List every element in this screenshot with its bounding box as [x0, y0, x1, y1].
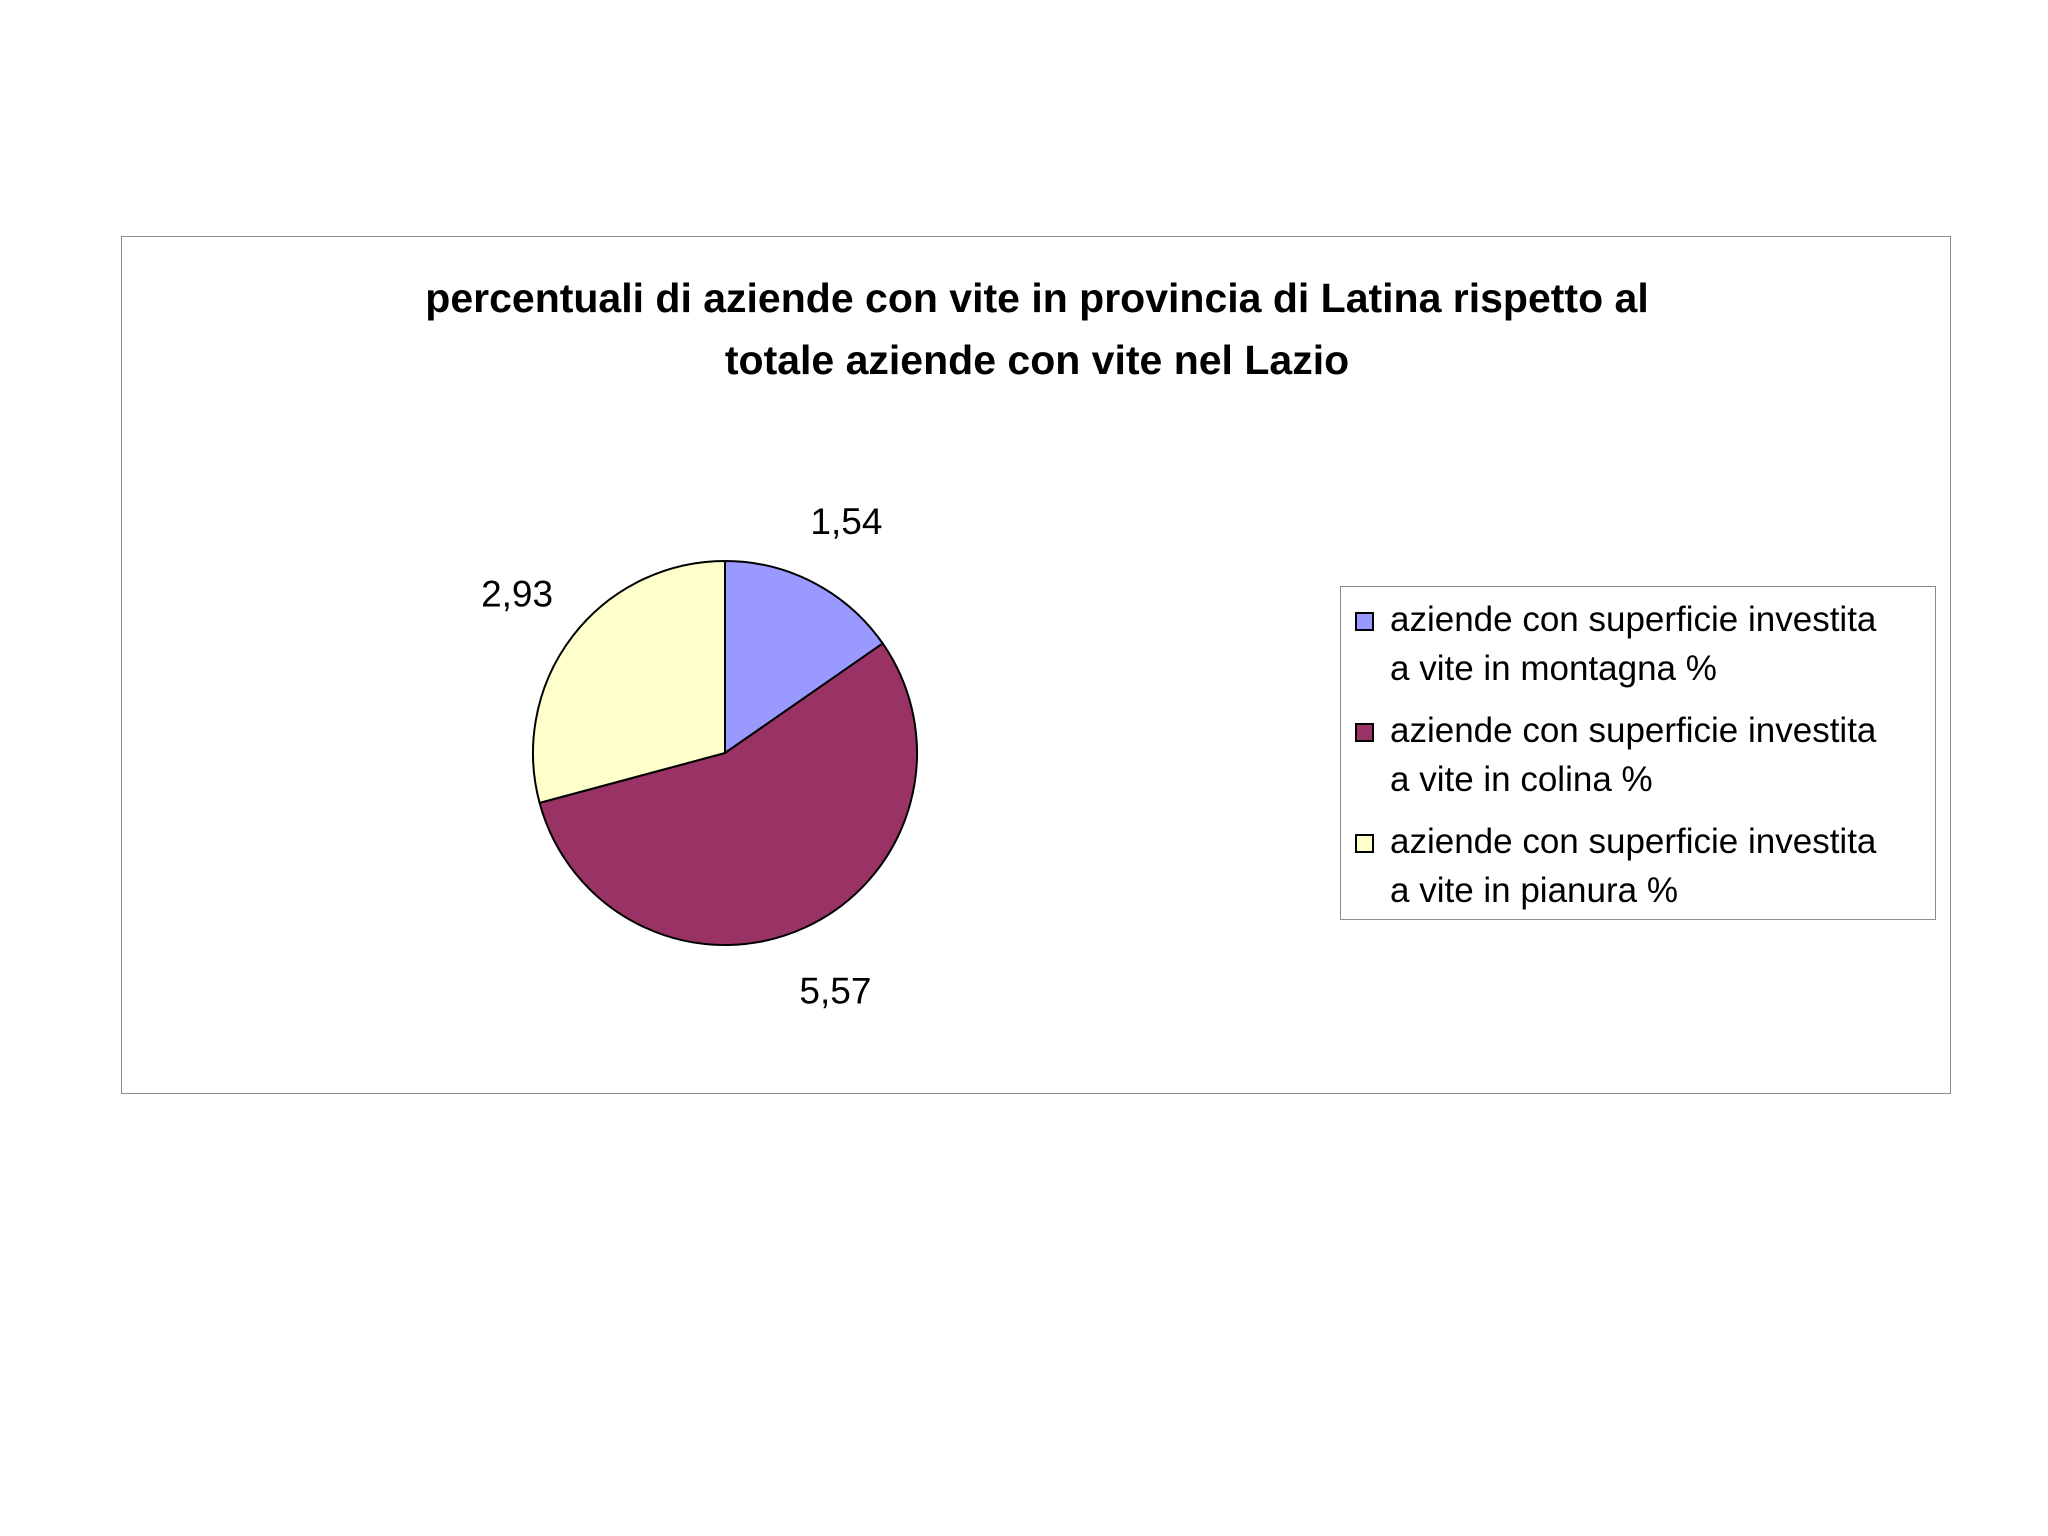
chart-title-line-2: totale aziende con vite nel Lazio: [724, 337, 1350, 383]
legend-label-colina-line-1: aziende con superficie investita: [1390, 711, 1877, 750]
legend-label-montagna: aziende con superficie investita a vite …: [1390, 595, 1935, 693]
chart-title-line-1: percentuali di aziende con vite in provi…: [425, 275, 1649, 321]
data-label-montagna: 1,54: [810, 501, 882, 542]
legend-label-montagna-line-1: aziende con superficie investita: [1390, 600, 1877, 639]
data-label-colina: 5,57: [799, 971, 871, 1012]
pie-slice-montagna: [724, 560, 884, 754]
pie-slice-colina: [538, 642, 918, 946]
pie-slice-pianura: [532, 560, 726, 804]
legend-label-colina: aziende con superficie investita a vite …: [1390, 706, 1935, 804]
chart-frame: percentuali di aziende con vite in provi…: [121, 236, 1951, 1094]
legend-label-montagna-line-2: a vite in montagna %: [1390, 649, 1717, 688]
legend-label-colina-line-2: a vite in colina %: [1390, 760, 1653, 799]
pie-chart: 1,54 5,57 2,93: [481, 501, 918, 1012]
legend-label-pianura-line-1: aziende con superficie investita: [1390, 822, 1877, 861]
legend-swatch-colina: [1355, 723, 1374, 742]
legend-label-pianura: aziende con superficie investita a vite …: [1390, 817, 1935, 915]
data-label-pianura: 2,93: [481, 574, 553, 615]
legend-swatch-montagna: [1355, 612, 1374, 631]
legend: aziende con superficie investita a vite …: [1340, 586, 1936, 920]
legend-swatch-pianura: [1355, 834, 1374, 853]
chart-title: percentuali di aziende con vite in provi…: [122, 267, 1952, 391]
legend-label-pianura-line-2: a vite in pianura %: [1390, 871, 1678, 910]
